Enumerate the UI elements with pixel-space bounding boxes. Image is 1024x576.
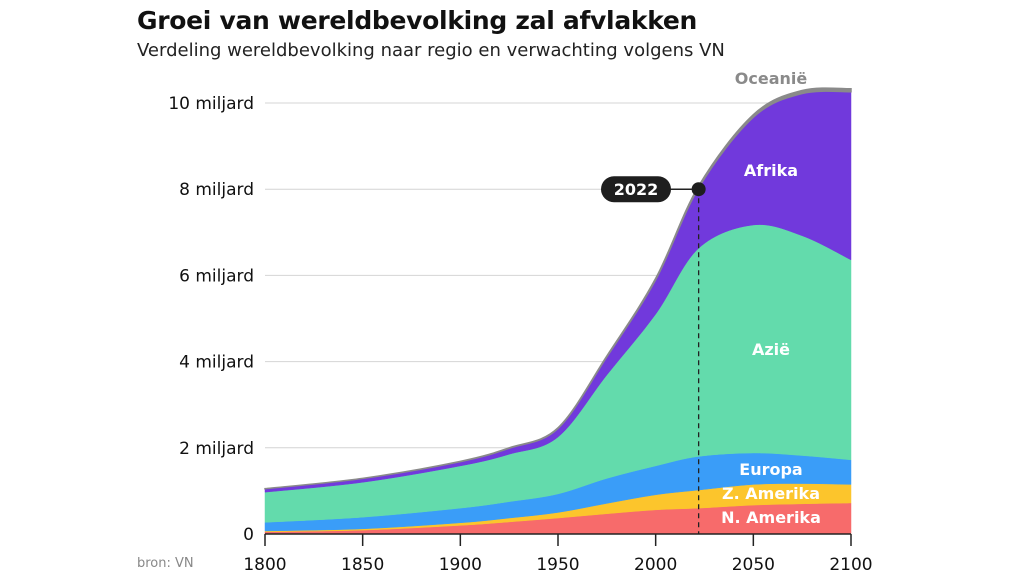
chart-title: Groei van wereldbevolking zal afvlakken	[137, 6, 698, 35]
x-tick-label: 1800	[243, 555, 286, 575]
series-label-z-amerika: Z. Amerika	[722, 484, 820, 503]
series-label-azie: Azië	[752, 340, 790, 359]
chart-subtitle: Verdeling wereldbevolking naar regio en …	[137, 40, 725, 61]
annotation-dot	[691, 182, 706, 197]
annotation-label: 2022	[614, 180, 659, 199]
area-oceani-	[264, 87, 852, 490]
series-label-afrika: Afrika	[744, 161, 798, 180]
y-tick-label: 2 miljard	[179, 439, 254, 459]
x-tick-label: 2000	[634, 555, 677, 575]
y-tick-label: 10 miljard	[168, 94, 254, 114]
x-tick-label: 1850	[341, 555, 384, 575]
annotation-badge	[601, 176, 671, 203]
x-tick-label: 2100	[829, 555, 872, 575]
y-tick-label: 4 miljard	[179, 353, 254, 373]
x-tick-label: 1950	[536, 555, 579, 575]
series-label-n-amerika: N. Amerika	[721, 508, 821, 527]
y-tick-label: 6 miljard	[179, 266, 254, 286]
y-tick-label: 8 miljard	[179, 180, 254, 200]
series-label-europa: Europa	[739, 460, 802, 479]
y-tick-label: 0	[243, 525, 254, 545]
x-tick-label: 2050	[732, 555, 775, 575]
source-note: bron: VN	[137, 556, 194, 571]
series-label-oceanie: Oceanië	[735, 69, 808, 88]
x-tick-label: 1900	[439, 555, 482, 575]
